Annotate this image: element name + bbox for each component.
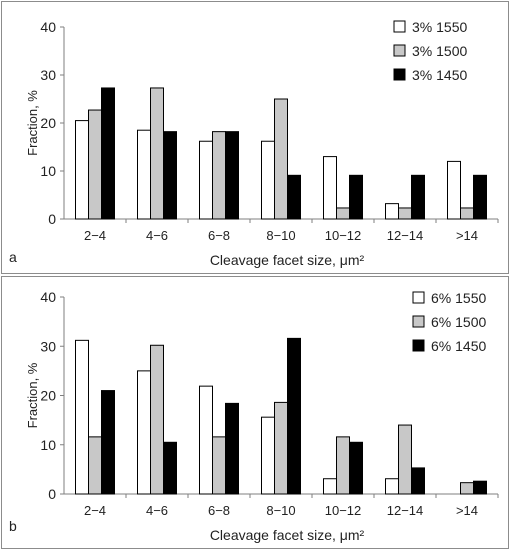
bar — [460, 207, 474, 220]
bar — [199, 140, 213, 220]
y-tick-label: 10 — [40, 437, 56, 453]
x-tick-label: 4−6 — [146, 503, 168, 518]
bar — [460, 482, 474, 495]
bar — [287, 337, 301, 495]
bar — [287, 174, 301, 220]
bar — [137, 129, 151, 220]
bar — [75, 339, 89, 495]
bar — [261, 416, 275, 495]
bar — [398, 207, 412, 220]
bar — [75, 120, 89, 220]
legend-label: 6% 1550 — [431, 290, 486, 306]
bar — [398, 424, 412, 495]
y-tick-label: 20 — [40, 115, 56, 131]
x-tick-label: 10−12 — [325, 503, 362, 518]
x-tick-label: 4−6 — [146, 228, 168, 243]
legend-swatch — [412, 291, 425, 304]
panel-label: a — [9, 249, 17, 265]
bar — [473, 480, 487, 495]
bar — [274, 98, 288, 220]
bar — [323, 156, 337, 220]
x-tick-label: 2−4 — [84, 503, 106, 518]
bar — [323, 478, 337, 495]
bar — [225, 131, 239, 220]
y-tick-label: 0 — [48, 211, 56, 227]
panel-label: b — [9, 518, 17, 534]
bar — [163, 131, 177, 220]
bar — [349, 174, 363, 220]
legend-label: 3% 1450 — [412, 67, 467, 83]
bar — [212, 131, 226, 220]
panel-a-frame — [1, 1, 509, 274]
bar — [212, 436, 226, 495]
bar — [88, 436, 102, 495]
legend-swatch — [393, 68, 406, 81]
y-tick-label: 10 — [40, 163, 56, 179]
y-tick-label: 40 — [40, 19, 56, 35]
x-tick-label: 6−8 — [208, 228, 230, 243]
y-axis-label: Fraction, % — [25, 90, 40, 156]
bar — [385, 203, 399, 220]
x-tick-label: 12−14 — [387, 503, 424, 518]
bar — [163, 441, 177, 495]
legend-swatch — [412, 339, 425, 352]
bar — [447, 160, 461, 220]
bar — [101, 87, 115, 220]
panel-b-frame — [1, 276, 509, 549]
x-tick-label: 8−10 — [266, 503, 295, 518]
legend-label: 3% 1500 — [412, 43, 467, 59]
x-tick-label: >14 — [456, 228, 478, 243]
y-tick-label: 30 — [40, 67, 56, 83]
chart-panel-a: 0 10 20 30 40 Fraction, % 2−4 4−6 6−8 8−10 10−12 12… — [9, 19, 499, 268]
bar — [150, 344, 164, 495]
bar — [336, 207, 350, 220]
x-tick-label: 2−4 — [84, 228, 106, 243]
legend-label: 6% 1500 — [431, 314, 486, 330]
x-tick-label: 10−12 — [325, 228, 362, 243]
x-axis-label: Cleavage facet size, μm² — [210, 527, 365, 543]
bar — [199, 385, 213, 495]
bar — [88, 109, 102, 220]
chart-panel-b: 0 10 20 30 40 Fraction, % 2−4 4−6 6−8 8−10 10−12 12… — [9, 289, 499, 543]
x-tick-label: >14 — [456, 503, 478, 518]
bar — [473, 174, 487, 220]
x-tick-label: 12−14 — [387, 228, 424, 243]
y-axis-label: Fraction, % — [25, 362, 40, 428]
x-tick-label: 6−8 — [208, 503, 230, 518]
legend-swatch — [412, 315, 425, 328]
x-axis-label: Cleavage facet size, μm² — [210, 252, 365, 268]
bar — [150, 87, 164, 220]
bar — [261, 140, 275, 220]
bar — [225, 402, 239, 495]
bar — [411, 467, 425, 495]
legend-swatch — [393, 44, 406, 57]
bar — [336, 436, 350, 495]
bar — [385, 478, 399, 495]
legend-label: 3% 1550 — [412, 19, 467, 35]
bar — [349, 441, 363, 495]
x-tick-label: 8−10 — [266, 228, 295, 243]
y-tick-label: 30 — [40, 338, 56, 354]
y-tick-label: 20 — [40, 388, 56, 404]
legend-label: 6% 1450 — [431, 338, 486, 354]
y-tick-label: 40 — [40, 289, 56, 305]
bar — [101, 390, 115, 495]
bar — [411, 174, 425, 220]
legend-swatch — [393, 20, 406, 33]
bar — [137, 370, 151, 495]
bar — [274, 401, 288, 495]
y-tick-label: 0 — [48, 486, 56, 502]
